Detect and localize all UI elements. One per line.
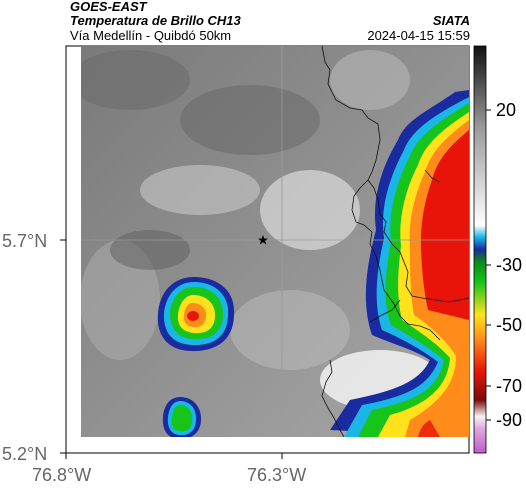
satellite-title: GOES-EAST bbox=[70, 0, 147, 14]
timestamp-label: 2024-04-15 15:59 bbox=[367, 28, 470, 43]
boundary-line bbox=[367, 179, 469, 303]
boundary-line bbox=[321, 46, 441, 341]
colorbar-label: -50 bbox=[496, 315, 523, 335]
boundary-line bbox=[321, 359, 345, 437]
boundary-line bbox=[424, 169, 441, 183]
source-label: SIATA bbox=[432, 13, 470, 28]
satellite-image bbox=[81, 46, 469, 437]
lat-tick-label: 5.2°N bbox=[2, 444, 48, 464]
colorbar-label: -90 bbox=[496, 410, 523, 430]
colorbar-label: -30 bbox=[496, 255, 523, 275]
colorbar bbox=[473, 45, 487, 454]
product-title: Temperatura de Brillo CH13 bbox=[70, 13, 241, 28]
lon-tick-label: 76.8°W bbox=[32, 465, 92, 485]
region-subtitle: Vía Medellín - Quibdó 50km bbox=[70, 28, 232, 43]
boundary-line bbox=[369, 299, 401, 323]
colorbar-label: -70 bbox=[496, 376, 523, 396]
colorbar-label: 20 bbox=[496, 100, 517, 120]
lat-tick-label: 5.7°N bbox=[2, 231, 48, 251]
lon-tick-label: 76.3°W bbox=[247, 465, 307, 485]
star-marker-icon bbox=[258, 235, 268, 245]
